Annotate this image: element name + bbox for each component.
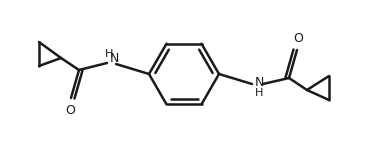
Text: O: O bbox=[65, 104, 75, 117]
Text: O: O bbox=[293, 31, 303, 45]
Text: N: N bbox=[109, 52, 119, 66]
Text: H: H bbox=[255, 88, 263, 98]
Text: N: N bbox=[254, 76, 264, 90]
Text: H: H bbox=[105, 49, 113, 59]
